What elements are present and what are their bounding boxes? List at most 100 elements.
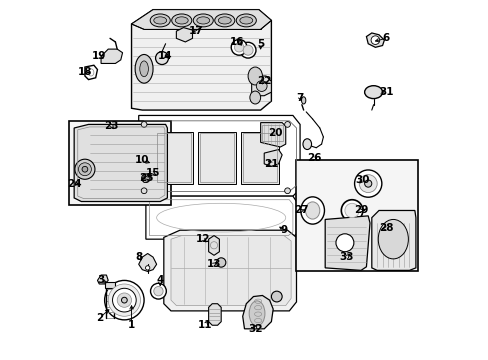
Text: 10: 10 xyxy=(135,155,149,165)
Text: 4: 4 xyxy=(156,275,163,285)
Polygon shape xyxy=(242,296,273,329)
Ellipse shape xyxy=(193,14,213,27)
Ellipse shape xyxy=(303,139,311,149)
Text: 23: 23 xyxy=(104,121,119,131)
Polygon shape xyxy=(260,123,285,147)
Ellipse shape xyxy=(344,203,359,218)
Ellipse shape xyxy=(284,122,290,127)
Polygon shape xyxy=(85,65,97,80)
Polygon shape xyxy=(131,10,271,30)
Ellipse shape xyxy=(335,234,353,252)
Ellipse shape xyxy=(112,288,136,312)
Ellipse shape xyxy=(141,122,147,127)
Polygon shape xyxy=(163,230,296,311)
Polygon shape xyxy=(101,49,122,63)
Polygon shape xyxy=(251,76,271,96)
Ellipse shape xyxy=(135,54,153,83)
Text: 5: 5 xyxy=(257,39,264,49)
Bar xyxy=(156,134,190,182)
Ellipse shape xyxy=(249,91,260,104)
Text: 13: 13 xyxy=(206,259,221,269)
Polygon shape xyxy=(176,28,192,42)
Text: 11: 11 xyxy=(198,320,212,330)
Text: 15: 15 xyxy=(145,168,160,178)
Ellipse shape xyxy=(236,14,256,27)
Text: 3: 3 xyxy=(97,275,104,285)
Bar xyxy=(69,121,171,205)
Ellipse shape xyxy=(341,200,362,221)
Polygon shape xyxy=(145,196,296,239)
Text: 2: 2 xyxy=(96,313,102,323)
Ellipse shape xyxy=(104,280,144,320)
Ellipse shape xyxy=(271,291,282,302)
Ellipse shape xyxy=(305,202,319,219)
Ellipse shape xyxy=(256,81,266,91)
Bar xyxy=(296,160,418,271)
Ellipse shape xyxy=(145,266,149,270)
Text: 25: 25 xyxy=(139,173,153,183)
Text: 8: 8 xyxy=(135,252,142,262)
Polygon shape xyxy=(139,116,300,196)
Ellipse shape xyxy=(121,297,127,303)
Ellipse shape xyxy=(249,301,264,326)
Ellipse shape xyxy=(354,170,381,197)
Polygon shape xyxy=(208,304,221,325)
Text: 19: 19 xyxy=(92,51,106,61)
Ellipse shape xyxy=(284,188,290,194)
Text: 6: 6 xyxy=(382,33,389,43)
Ellipse shape xyxy=(231,40,246,55)
Ellipse shape xyxy=(150,283,166,299)
Ellipse shape xyxy=(142,174,150,183)
Polygon shape xyxy=(366,33,384,47)
Text: 26: 26 xyxy=(306,153,321,163)
Polygon shape xyxy=(74,125,167,202)
Ellipse shape xyxy=(78,163,91,176)
Text: 14: 14 xyxy=(158,51,173,61)
Polygon shape xyxy=(325,216,369,270)
Text: 1: 1 xyxy=(128,320,135,330)
Ellipse shape xyxy=(359,175,376,193)
Ellipse shape xyxy=(300,197,324,224)
Text: 18: 18 xyxy=(78,67,92,77)
Text: 17: 17 xyxy=(188,26,203,36)
Polygon shape xyxy=(264,149,282,166)
Ellipse shape xyxy=(175,17,188,24)
Ellipse shape xyxy=(140,61,148,77)
Bar xyxy=(199,134,233,182)
Ellipse shape xyxy=(301,97,305,104)
Text: 31: 31 xyxy=(378,87,393,97)
Ellipse shape xyxy=(141,188,147,194)
Text: 20: 20 xyxy=(267,129,282,138)
Text: 21: 21 xyxy=(264,159,278,169)
Ellipse shape xyxy=(364,86,382,99)
Ellipse shape xyxy=(150,14,170,27)
Ellipse shape xyxy=(108,284,140,316)
Ellipse shape xyxy=(370,36,379,44)
Text: 22: 22 xyxy=(257,76,271,86)
Ellipse shape xyxy=(117,293,131,307)
Bar xyxy=(242,134,276,182)
Ellipse shape xyxy=(240,42,255,58)
Bar xyxy=(198,132,235,184)
Ellipse shape xyxy=(196,17,209,24)
Ellipse shape xyxy=(378,220,407,259)
Ellipse shape xyxy=(214,14,234,27)
Text: 16: 16 xyxy=(230,37,244,47)
Polygon shape xyxy=(208,235,219,255)
Ellipse shape xyxy=(155,51,168,64)
Ellipse shape xyxy=(239,17,252,24)
Text: 27: 27 xyxy=(294,206,308,216)
Text: 29: 29 xyxy=(353,206,367,216)
Text: 7: 7 xyxy=(296,93,303,103)
Polygon shape xyxy=(139,253,156,271)
Polygon shape xyxy=(142,174,149,183)
Text: 9: 9 xyxy=(280,225,287,235)
Bar xyxy=(155,132,192,184)
Ellipse shape xyxy=(364,180,371,187)
Polygon shape xyxy=(97,275,108,284)
Bar xyxy=(261,125,282,141)
Text: 33: 33 xyxy=(339,252,353,262)
Text: 12: 12 xyxy=(196,234,210,244)
Ellipse shape xyxy=(153,287,163,296)
Ellipse shape xyxy=(234,42,244,52)
